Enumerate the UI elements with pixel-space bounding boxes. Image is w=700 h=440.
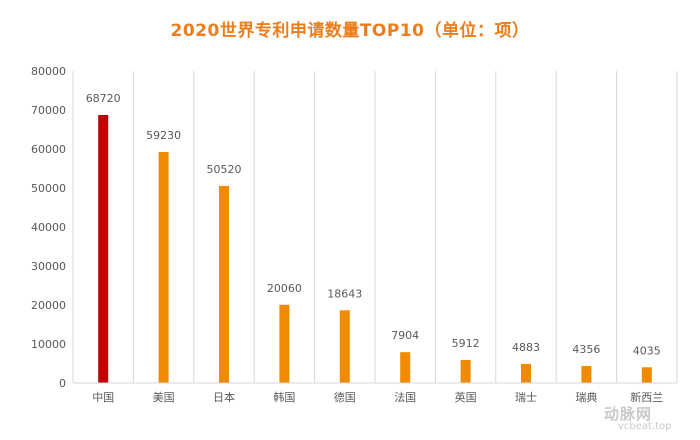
x-tick-label: 英国 <box>455 390 477 404</box>
y-tick-label: 20000 <box>31 299 66 312</box>
y-tick-label: 70000 <box>31 104 66 117</box>
x-tick-label: 日本 <box>213 390 235 404</box>
x-tick-label: 瑞士 <box>515 390 537 404</box>
bar <box>158 152 169 383</box>
x-tick-label: 新西兰 <box>630 390 663 404</box>
data-label: 50520 <box>207 163 242 176</box>
bar <box>279 304 290 383</box>
grid-layer <box>72 71 678 383</box>
data-label: 4356 <box>572 343 600 356</box>
axis-layer: 0 10000 20000 30000 40000 50000 60000 70000 8000… <box>31 65 677 404</box>
y-tick-label: 10000 <box>31 338 66 351</box>
data-label: 4035 <box>633 344 661 357</box>
label-layer: 68720 59230 50520 20060 18643 7904 5912 4883 435… <box>86 92 661 357</box>
data-label: 18643 <box>327 287 362 300</box>
x-tick-label: 中国 <box>92 391 114 404</box>
y-tick-label: 30000 <box>31 260 66 273</box>
bar-layer <box>98 114 652 383</box>
x-tick-label: 德国 <box>334 390 356 404</box>
x-tick-label: 韩国 <box>273 390 295 404</box>
bar <box>98 114 109 383</box>
y-tick-label: 50000 <box>31 182 66 195</box>
data-label: 59230 <box>146 129 181 142</box>
y-tick-label: 40000 <box>31 221 66 234</box>
data-label: 20060 <box>267 282 302 295</box>
x-tick-label: 美国 <box>153 391 175 404</box>
y-tick-label: 60000 <box>31 143 66 156</box>
bar <box>521 363 531 383</box>
chart-title: 2020世界专利申请数量TOP10（单位：项） <box>170 21 530 41</box>
y-tick-label: 80000 <box>31 65 66 78</box>
data-label: 68720 <box>86 92 121 105</box>
bar <box>581 366 592 383</box>
bar <box>339 310 350 383</box>
bar <box>219 185 229 383</box>
bar <box>400 352 411 383</box>
x-tick-label: 法国 <box>394 390 416 404</box>
x-tick-label: 瑞典 <box>575 390 597 404</box>
data-label: 7904 <box>391 329 419 342</box>
data-label: 5912 <box>452 337 480 350</box>
bar <box>460 359 471 383</box>
data-label: 4883 <box>512 341 540 354</box>
watermark-logo: 动脉网 <box>604 405 653 423</box>
y-tick-label: 0 <box>59 377 66 390</box>
watermark-url: vcbeat.top <box>618 421 672 432</box>
bar <box>641 367 652 383</box>
